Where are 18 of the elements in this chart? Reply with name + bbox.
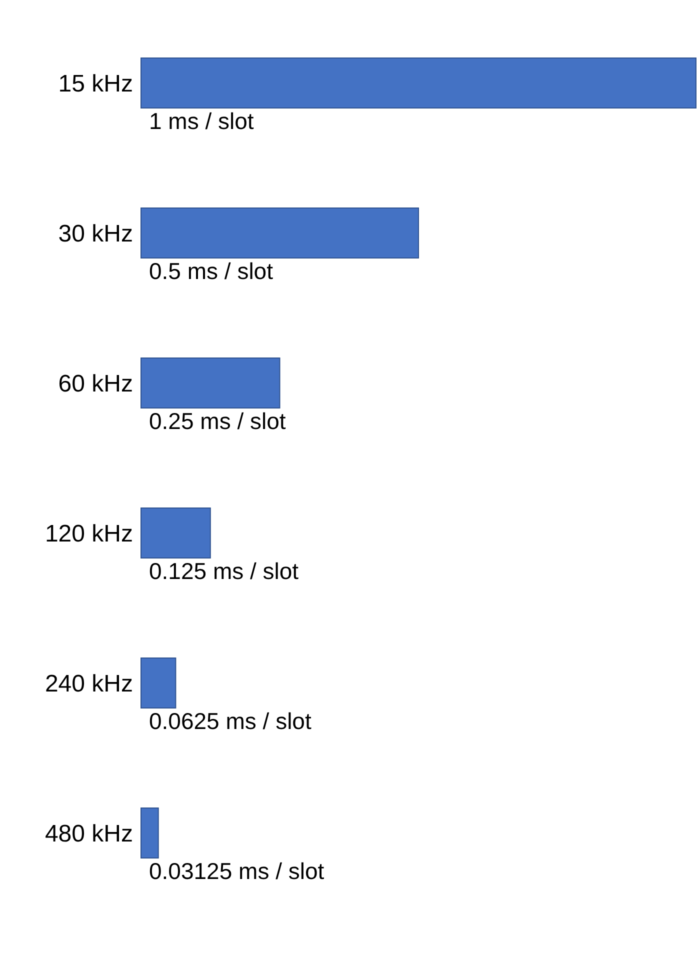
bar bbox=[140, 808, 159, 858]
y-tick-label: 15 kHz bbox=[58, 70, 133, 98]
y-tick-label: 480 kHz bbox=[44, 820, 133, 848]
data-label: 0.0625 ms / slot bbox=[149, 708, 312, 734]
y-tick-label: 240 kHz bbox=[44, 670, 133, 698]
bar bbox=[140, 358, 280, 408]
y-tick-label: 120 kHz bbox=[44, 520, 133, 548]
bar bbox=[140, 508, 211, 558]
data-label: 0.125 ms / slot bbox=[149, 558, 300, 584]
data-label: 1 ms / slot bbox=[149, 108, 254, 134]
bar bbox=[140, 208, 419, 258]
data-label: 0.25 ms / slot bbox=[149, 408, 286, 434]
y-tick-label: 30 kHz bbox=[58, 220, 133, 248]
data-label: 0.03125 ms / slot bbox=[149, 858, 325, 884]
bar bbox=[140, 658, 176, 708]
data-label: 0.5 ms / slot bbox=[149, 258, 274, 284]
bar bbox=[140, 58, 696, 108]
y-tick-label: 60 kHz bbox=[58, 370, 133, 398]
